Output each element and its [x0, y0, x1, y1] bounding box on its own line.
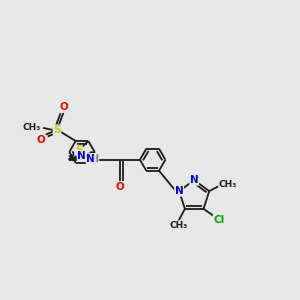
- Text: CH₃: CH₃: [169, 221, 188, 230]
- Text: N: N: [175, 186, 184, 196]
- Text: Cl: Cl: [213, 215, 224, 225]
- Text: H: H: [91, 154, 99, 164]
- Text: N: N: [86, 154, 95, 164]
- Text: N: N: [190, 175, 199, 185]
- Text: N: N: [77, 151, 86, 161]
- Text: S: S: [75, 145, 82, 155]
- Text: O: O: [59, 102, 68, 112]
- Text: CH₃: CH₃: [219, 180, 237, 189]
- Text: O: O: [36, 135, 45, 145]
- Text: CH₃: CH₃: [23, 123, 41, 132]
- Text: S: S: [53, 125, 61, 135]
- Text: O: O: [115, 182, 124, 192]
